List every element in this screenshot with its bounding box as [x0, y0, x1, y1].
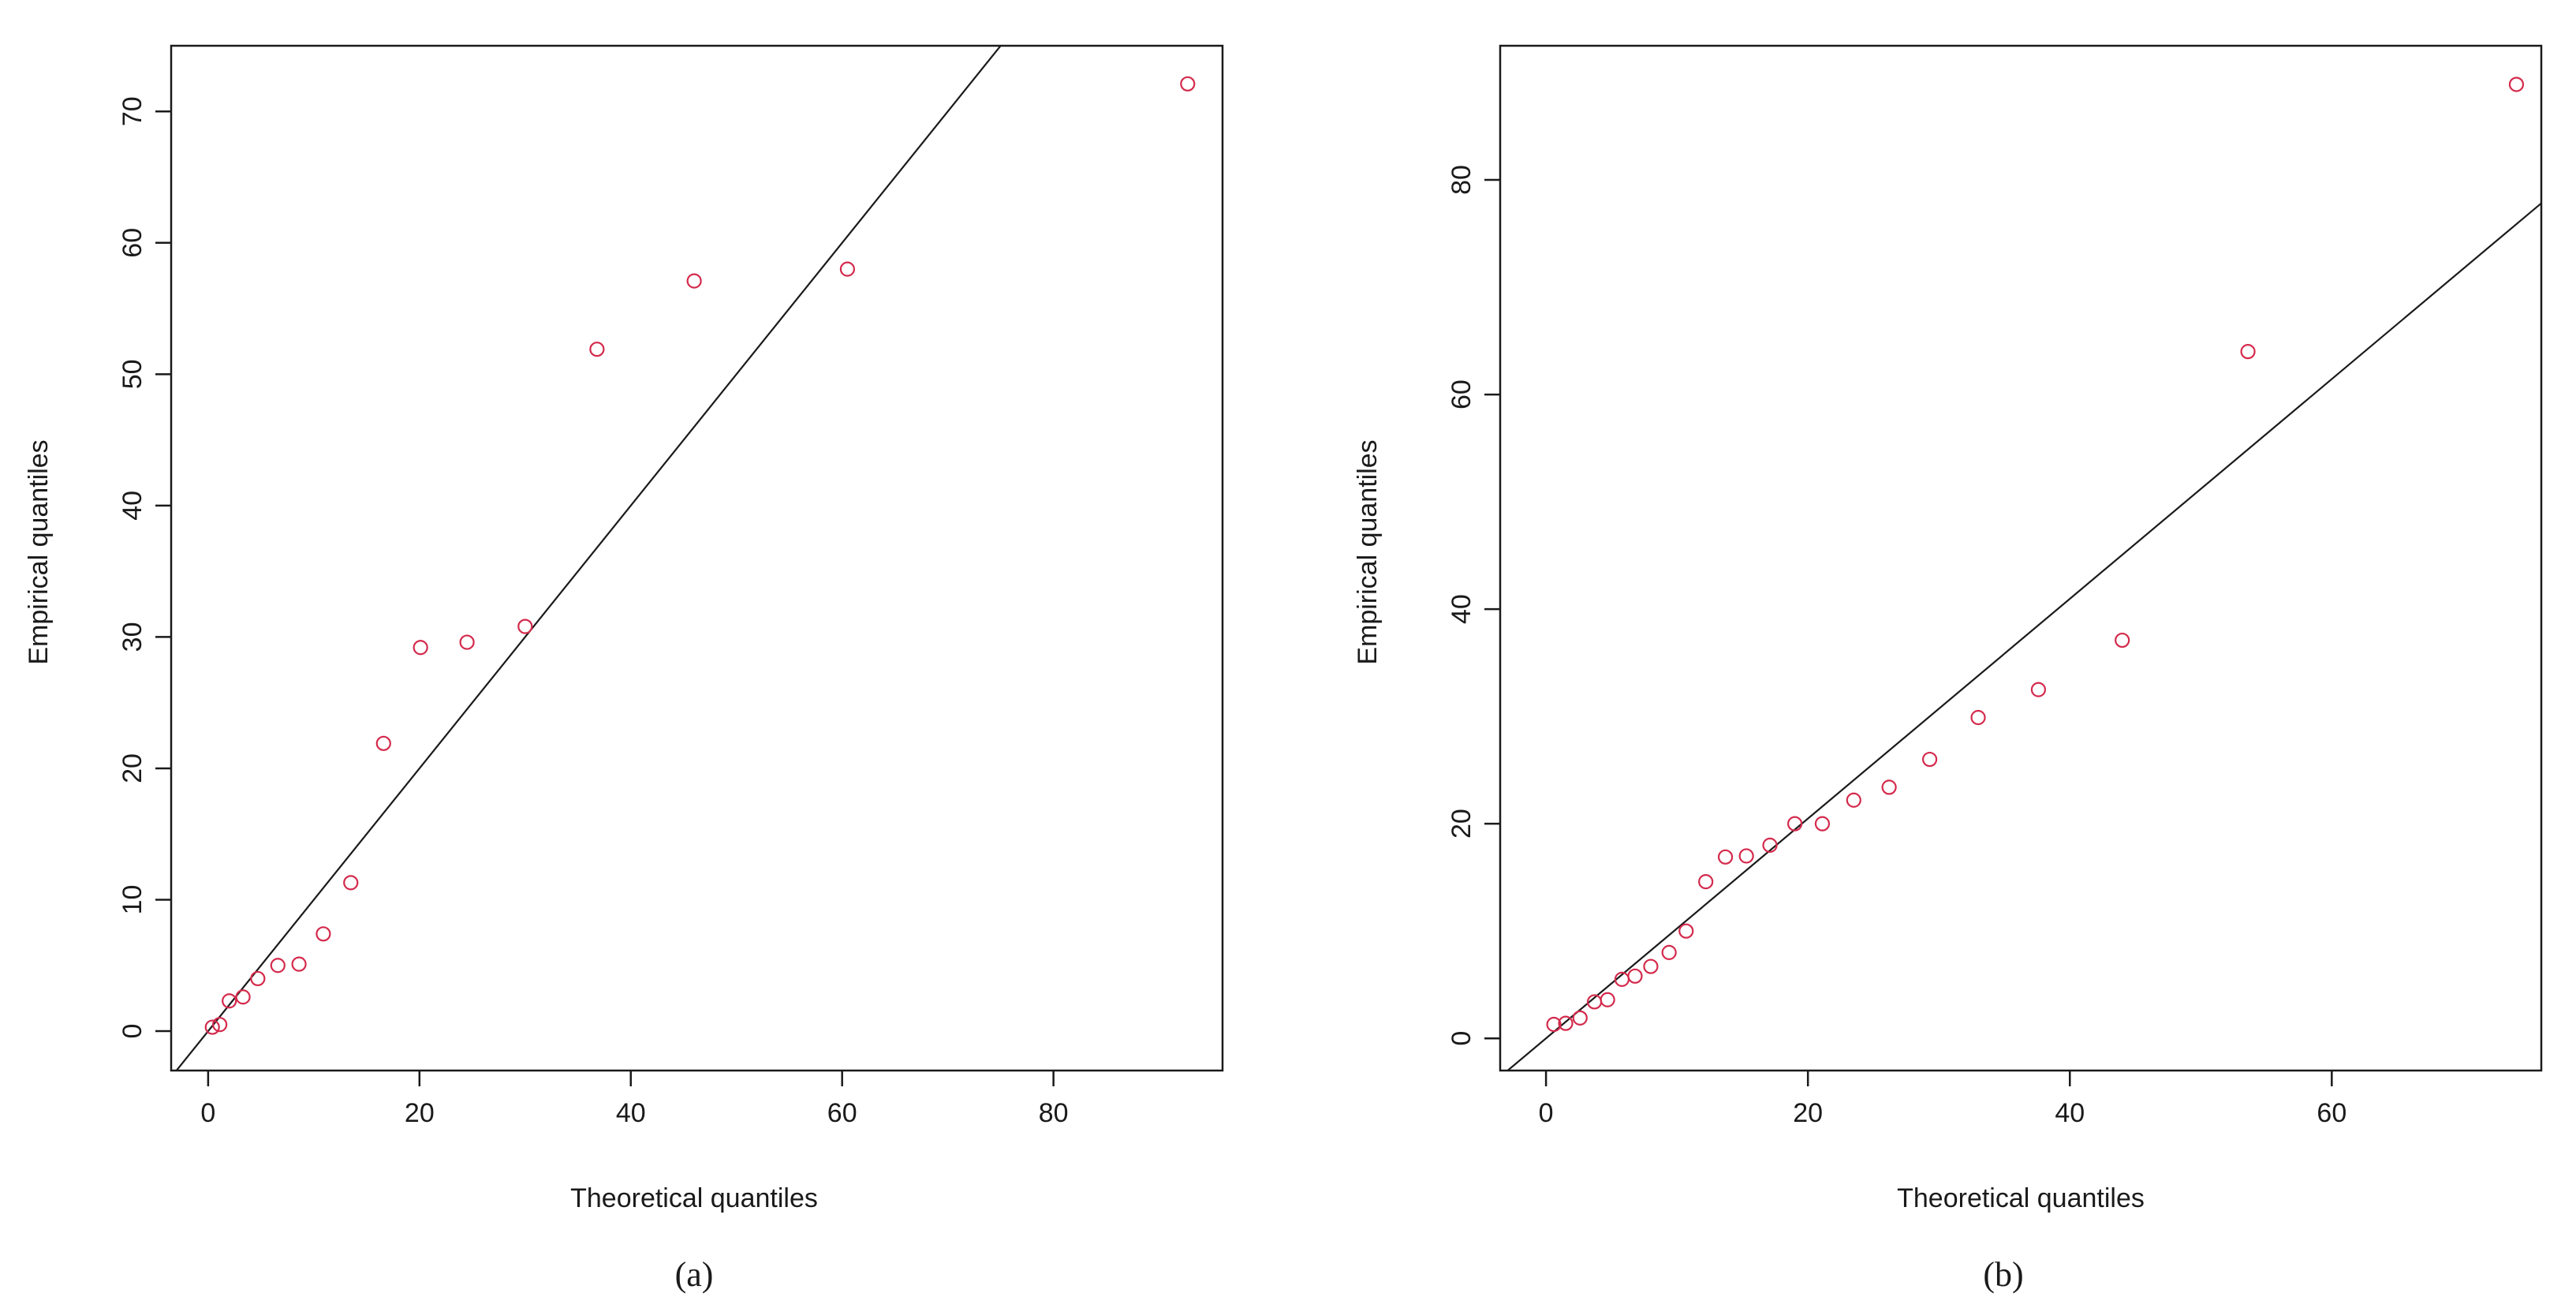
- panel-b-y-tick-label: 40: [1447, 594, 1477, 624]
- panel-b-data-point: [1814, 816, 1831, 832]
- panel-b-data-point: [1678, 923, 1694, 939]
- panel-b-data-point: [1572, 1010, 1588, 1026]
- panel-a-data-point: [291, 956, 307, 972]
- panel-b-y-axis-label: Empirical quantiles: [1353, 439, 1383, 664]
- panel-a-data-point: [250, 970, 266, 987]
- panel-a-data-point: [212, 1017, 228, 1033]
- panel-b-data-point: [2240, 344, 2256, 360]
- panel-a-plot-frame: [170, 44, 1224, 1072]
- panel-a-x-tick-label: 20: [405, 1098, 435, 1128]
- panel-a-y-tick-label: 20: [118, 753, 147, 783]
- panel-a-data-point: [315, 926, 331, 942]
- panel-b-data-point: [1970, 709, 1986, 726]
- panel-a: (a) Theoretical quantiles Empirical quan…: [24, 44, 1224, 1294]
- panel-b-data-point: [2115, 632, 2130, 648]
- panel-b-data-point: [1643, 959, 1659, 974]
- panel-b-data-point: [1558, 1015, 1574, 1031]
- panel-b: (b) Theoretical quantiles Empirical quan…: [1353, 44, 2543, 1294]
- panel-b-data-point: [1922, 751, 1938, 768]
- panel-b-x-tick-label: 40: [2055, 1098, 2085, 1128]
- panel-b-y-tick-label: 60: [1447, 379, 1477, 409]
- panel-a-y-tick-label: 10: [118, 885, 147, 915]
- panel-b-caption: (b): [1983, 1255, 2023, 1294]
- panel-a-y-tick-label: 60: [118, 228, 147, 258]
- panel-b-data-point: [1881, 779, 1897, 795]
- panel-a-x-axis-label: Theoretical quantiles: [570, 1183, 818, 1213]
- panel-a-y-axis-label: Empirical quantiles: [24, 439, 54, 664]
- panel-b-x-axis-label: Theoretical quantiles: [1897, 1183, 2145, 1213]
- panel-a-x-tick-label: 40: [616, 1098, 646, 1128]
- panel-b-data-point: [2030, 682, 2047, 697]
- panel-b-x-tick-label: 20: [1793, 1098, 1823, 1128]
- panel-b-reference-line: [1506, 202, 2541, 1071]
- panel-a-y-tick-label: 0: [118, 1024, 147, 1039]
- panel-a-data-point: [343, 875, 359, 891]
- panel-a-x-tick-label: 0: [200, 1098, 215, 1128]
- panel-a-data-point: [839, 261, 856, 277]
- panel-b-data-point: [1600, 992, 1615, 1007]
- panel-b-data-point: [1546, 1016, 1562, 1033]
- panel-a-x-tick-label: 80: [1039, 1098, 1069, 1128]
- panel-a-y-tick-label: 40: [118, 491, 147, 521]
- panel-b-data-point: [1762, 837, 1778, 853]
- panel-a-reference-line: [175, 46, 1002, 1071]
- panel-a-y-tick-label: 70: [118, 96, 147, 126]
- panel-b-data-point: [1738, 848, 1754, 864]
- panel-b-y-tick-label: 20: [1447, 809, 1477, 839]
- panel-a-data-point: [589, 342, 605, 357]
- panel-b-data-point: [1786, 816, 1803, 832]
- panel-a-x-tick-label: 60: [827, 1098, 857, 1128]
- panel-b-data-point: [1717, 849, 1734, 865]
- panel-b-data-point: [1846, 792, 1861, 808]
- panel-a-data-point: [222, 993, 237, 1009]
- panel-a-y-tick-label: 30: [118, 622, 147, 652]
- panel-a-data-point: [686, 273, 702, 289]
- panel-a-data-point: [459, 634, 475, 650]
- panel-a-data-point: [235, 989, 251, 1005]
- panel-a-caption: (a): [675, 1255, 714, 1294]
- panel-b-data-point: [2508, 77, 2525, 92]
- panel-a-data-point: [517, 618, 533, 634]
- panel-b-data-point: [1698, 874, 1714, 890]
- panel-a-data-point: [270, 958, 286, 974]
- panel-a-data-point: [375, 735, 391, 751]
- panel-a-data-point: [413, 640, 428, 656]
- panel-a-data-point: [204, 1019, 220, 1035]
- panel-b-data-point: [1661, 944, 1677, 960]
- panel-a-data-point: [1180, 76, 1196, 92]
- panel-b-y-tick-label: 0: [1447, 1031, 1477, 1046]
- panel-b-plot-frame: [1499, 44, 2543, 1072]
- panel-b-y-tick-label: 80: [1447, 165, 1477, 195]
- panel-b-data-point: [1627, 968, 1643, 984]
- panel-b-x-tick-label: 60: [2317, 1098, 2346, 1128]
- panel-a-y-tick-label: 50: [118, 359, 147, 389]
- panel-b-x-tick-label: 0: [1539, 1098, 1554, 1128]
